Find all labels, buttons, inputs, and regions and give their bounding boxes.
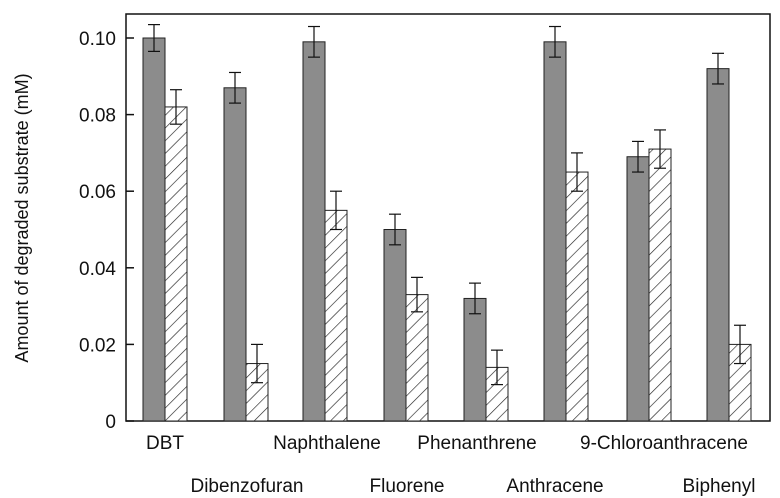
bar-solid: [543, 41, 567, 422]
category-label: DBT: [146, 433, 184, 454]
bar-solid: [302, 41, 326, 422]
category-label: Fluorene: [370, 476, 445, 497]
category-label: Dibenzofuran: [190, 476, 303, 497]
y-tick-label: 0.02: [79, 335, 116, 356]
bar-solid: [223, 87, 247, 422]
bars: [142, 23, 752, 422]
category-label: Biphenyl: [683, 476, 756, 497]
category-label: Phenanthrene: [417, 433, 536, 454]
y-axis: 0 0.02 0.04 0.06 0.08 0.10: [79, 29, 134, 433]
plot-frame: [125, 13, 771, 422]
x-axis-labels: DBT Dibenzofuran Naphthalene Fluorene Phenan…: [146, 433, 755, 497]
bar-solid: [383, 229, 407, 422]
bar-hatched: [565, 171, 589, 422]
bar-hatched: [324, 209, 348, 422]
bar-hatched: [405, 294, 429, 422]
y-tick-label: 0.06: [79, 182, 116, 203]
bar-solid: [706, 68, 730, 422]
y-axis-label: Amount of degraded substrate (mM): [12, 73, 32, 362]
y-tick-label: 0.08: [79, 106, 116, 127]
bar-solid: [463, 297, 487, 422]
bar-hatched: [164, 106, 188, 422]
y-tick-label: 0.04: [79, 259, 116, 280]
bar-hatched: [648, 148, 672, 422]
y-tick-label: 0.10: [79, 29, 116, 50]
category-label: Naphthalene: [273, 433, 381, 454]
bar-solid: [142, 37, 166, 422]
category-label: 9-Chloroanthracene: [580, 433, 748, 454]
bar-solid: [626, 156, 650, 422]
category-label: Anthracene: [506, 476, 603, 497]
y-tick-label: 0: [105, 412, 116, 433]
